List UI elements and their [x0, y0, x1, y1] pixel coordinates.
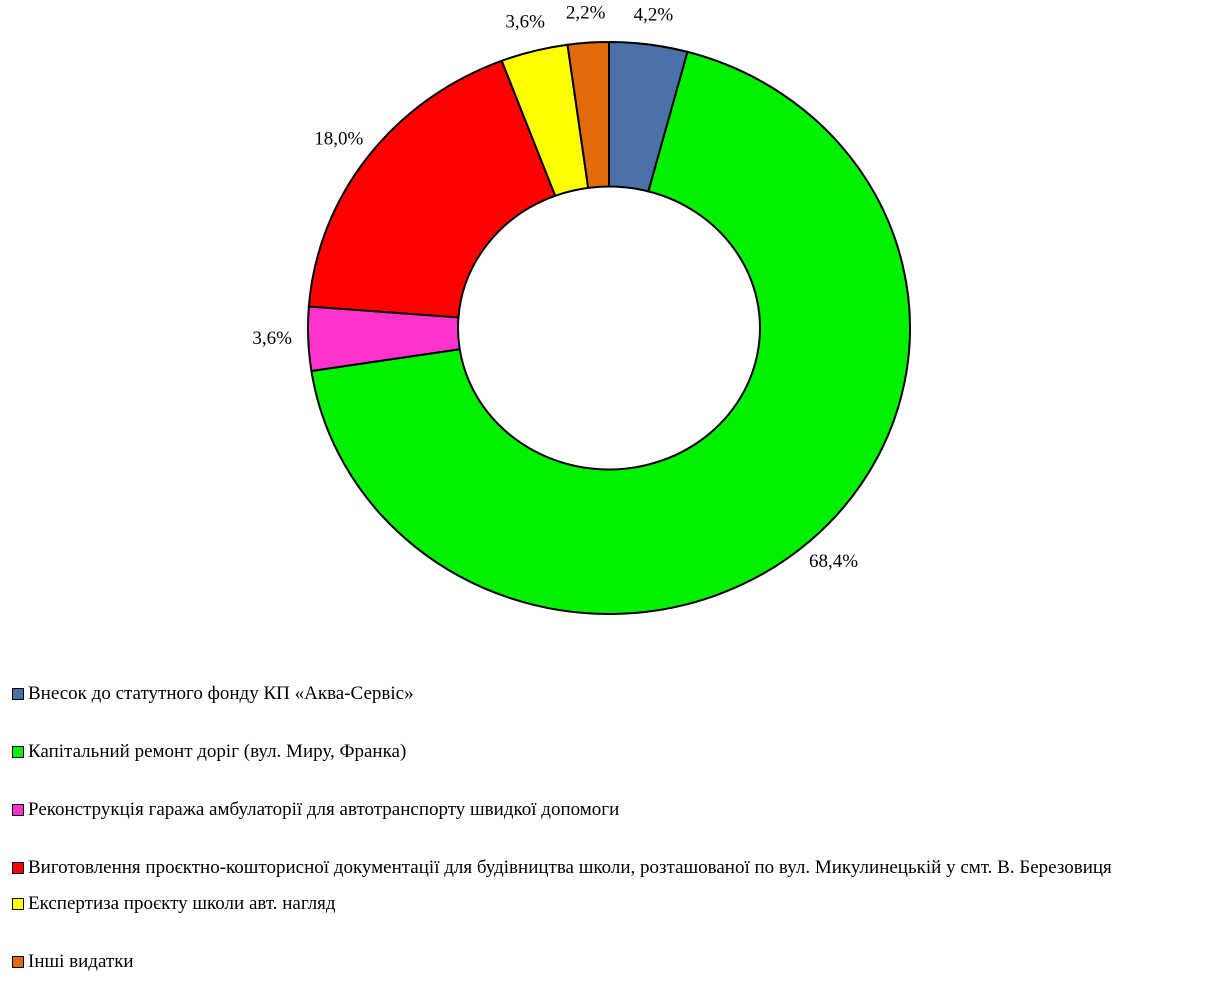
legend-swatch: [12, 862, 24, 874]
legend-swatch: [12, 688, 24, 700]
legend-label: Інші видатки: [28, 951, 134, 972]
legend-label: Реконструкція гаража амбулаторії для авт…: [28, 799, 620, 820]
legend-swatch: [12, 898, 24, 910]
legend-label: Експертиза проєкту школи авт. нагляд: [28, 893, 336, 914]
chart: 4,2% 68,4% 3,6% 18,0% 3,6% 2,2%: [252, 3, 911, 615]
legend-swatch: [12, 956, 24, 968]
legend-item: Реконструкція гаража амбулаторії для авт…: [12, 798, 1212, 822]
legend-swatch: [12, 804, 24, 816]
legend-item: Капітальний ремонт доріг (вул. Миру, Фра…: [12, 740, 1212, 764]
donut-segment: [307, 59, 557, 319]
legend-item: Інші видатки: [12, 950, 1212, 974]
donut-segment: [566, 40, 610, 189]
data-label: 4,2%: [634, 4, 674, 25]
legend-item: Внесок до статутного фонду КП «Аква-Серв…: [12, 682, 1212, 706]
donut-segment: [310, 50, 911, 615]
legend: Внесок до статутного фонду КП «Аква-Серв…: [12, 682, 1212, 1008]
data-label: 3,6%: [505, 12, 545, 33]
data-label: 2,2%: [566, 3, 606, 24]
legend-label: Капітальний ремонт доріг (вул. Миру, Фра…: [28, 741, 407, 762]
legend-label: Виготовлення проєктно-кошторисної докуме…: [28, 857, 1112, 878]
data-label: 3,6%: [252, 328, 292, 349]
data-label: 18,0%: [314, 128, 363, 149]
legend-label: Внесок до статутного фонду КП «Аква-Серв…: [28, 683, 414, 704]
data-label: 68,4%: [809, 551, 858, 572]
legend-item: Експертиза проєкту школи авт. нагляд: [12, 892, 1212, 916]
legend-item: Виготовлення проєктно-кошторисної докуме…: [12, 856, 1212, 880]
legend-swatch: [12, 746, 24, 758]
